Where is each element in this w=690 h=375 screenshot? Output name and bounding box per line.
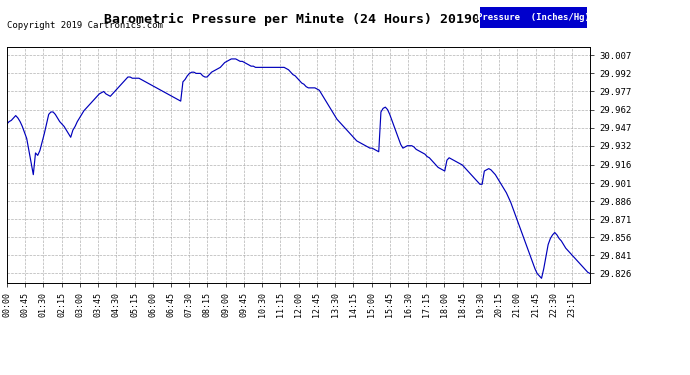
Text: Pressure  (Inches/Hg): Pressure (Inches/Hg): [477, 13, 589, 22]
Text: Barometric Pressure per Minute (24 Hours) 20190912: Barometric Pressure per Minute (24 Hours…: [104, 13, 504, 26]
Text: Copyright 2019 Cartronics.com: Copyright 2019 Cartronics.com: [7, 21, 163, 30]
